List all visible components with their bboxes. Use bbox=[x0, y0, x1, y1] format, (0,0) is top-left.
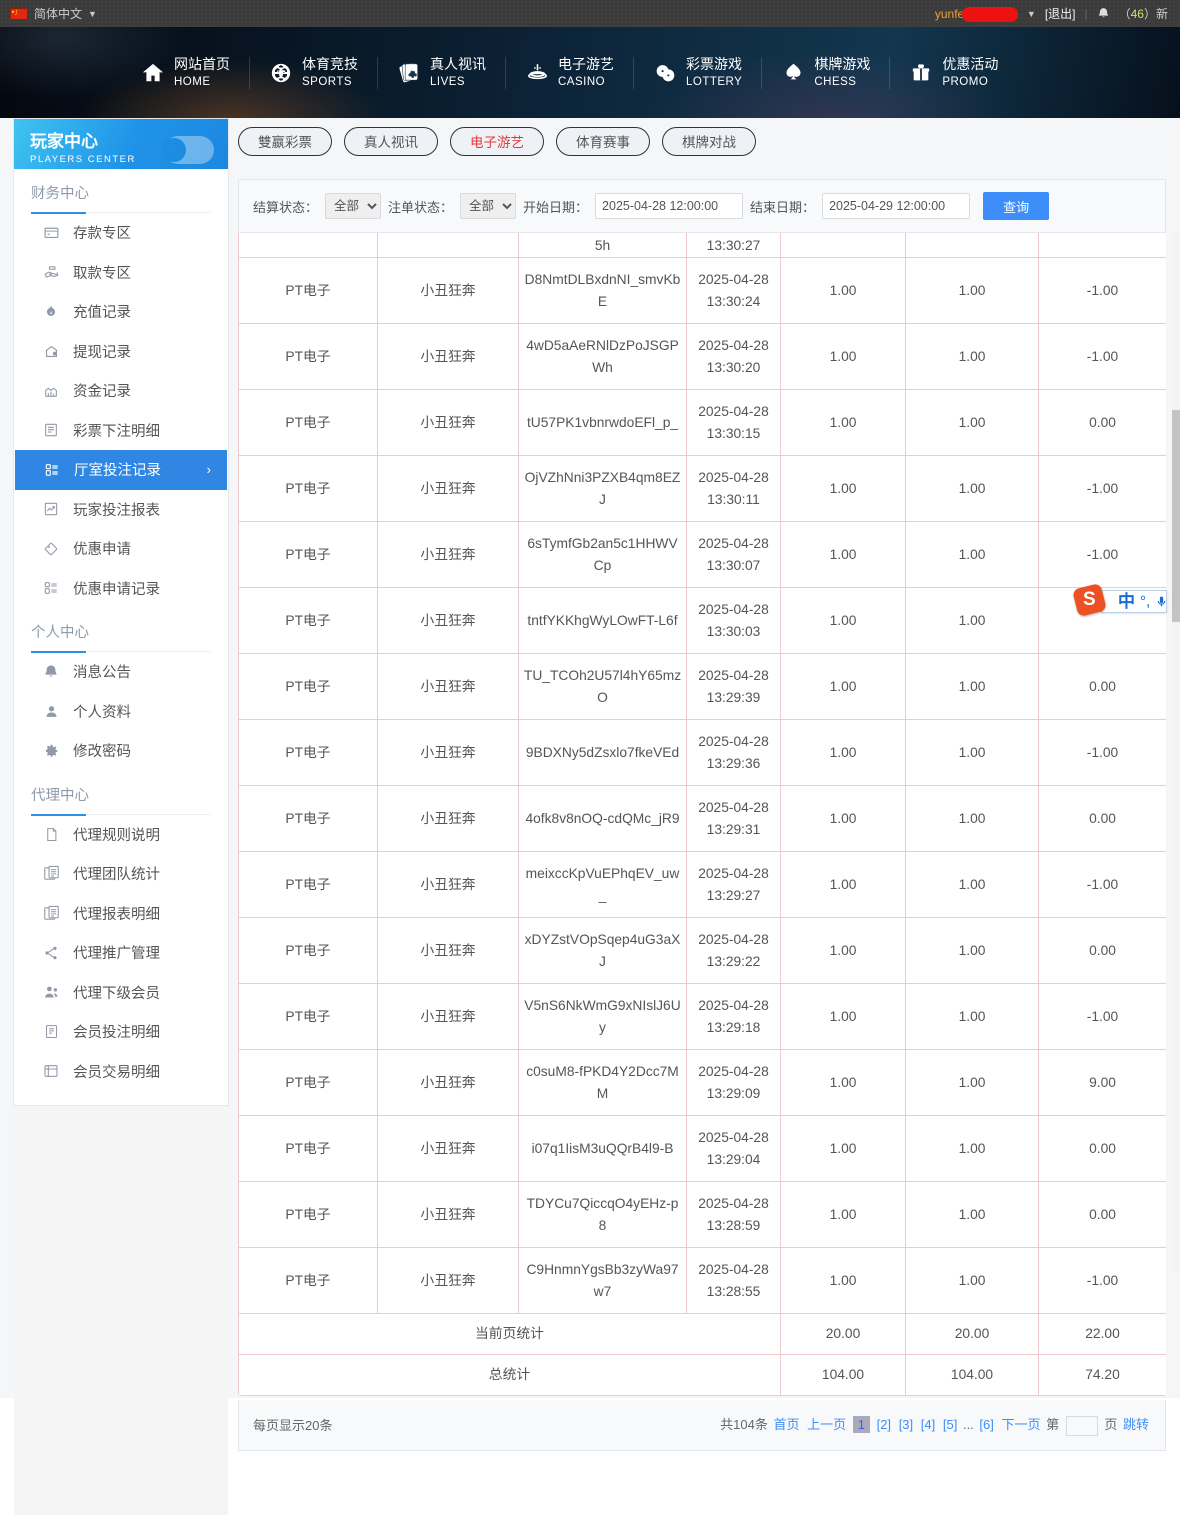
svg-text:¥: ¥ bbox=[50, 310, 53, 315]
